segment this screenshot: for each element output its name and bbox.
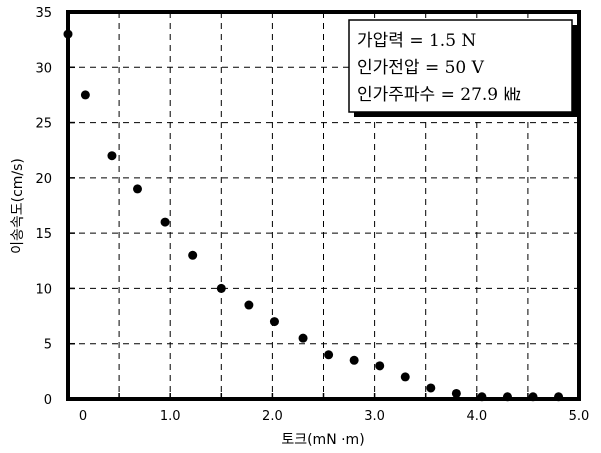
legend-line-pressure: 가압력 = 1.5 N <box>357 31 476 51</box>
y-tick-label: 5 <box>44 338 52 353</box>
legend-line-frequency: 인가주파수 = 27.9 ㎑ <box>357 85 521 105</box>
data-point <box>132 184 142 194</box>
data-point <box>80 90 90 100</box>
data-point <box>298 333 308 343</box>
x-tick-label: 0 <box>79 409 87 424</box>
y-axis-label: 이송속도(cm/s) <box>10 158 26 254</box>
y-tick-label: 0 <box>44 393 52 408</box>
data-point <box>451 388 461 398</box>
x-tick-label: 2.0 <box>262 409 283 424</box>
data-point <box>188 250 198 260</box>
data-point <box>400 372 410 382</box>
x-tick-label: 3.0 <box>364 409 385 424</box>
data-points <box>63 29 564 402</box>
data-point <box>244 300 254 310</box>
x-tick-label: 4.0 <box>466 409 487 424</box>
legend-box: 가압력 = 1.5 N 인가전압 = 50 V 인가주파수 = 27.9 ㎑ <box>348 19 577 117</box>
data-point <box>477 392 487 402</box>
x-axis-ticks: 0 1.0 2.0 3.0 4.0 5.0 <box>79 393 589 424</box>
data-point <box>216 283 226 293</box>
data-point <box>426 383 436 393</box>
y-axis-ticks: 0 5 10 15 20 25 30 35 <box>35 6 75 408</box>
x-tick-label: 5.0 <box>569 409 590 424</box>
data-point <box>107 151 117 161</box>
data-point <box>349 355 359 365</box>
data-point <box>63 29 73 39</box>
y-tick-label: 30 <box>35 61 52 76</box>
data-point <box>324 350 334 360</box>
data-point <box>160 217 170 227</box>
legend-frame <box>348 19 573 113</box>
data-point <box>375 361 385 371</box>
x-axis-label: 토크(mN ·m) <box>281 432 364 448</box>
y-tick-label: 25 <box>35 117 52 132</box>
legend-line-voltage: 인가전압 = 50 V <box>357 58 485 78</box>
y-tick-label: 10 <box>35 282 52 297</box>
data-point <box>554 392 564 402</box>
data-point <box>269 317 279 327</box>
y-tick-label: 15 <box>35 227 52 242</box>
data-point <box>528 392 538 402</box>
grid-lines <box>68 12 579 399</box>
x-tick-label: 1.0 <box>160 409 181 424</box>
y-tick-label: 35 <box>35 6 52 21</box>
data-point <box>502 392 512 402</box>
y-tick-label: 20 <box>35 172 52 187</box>
